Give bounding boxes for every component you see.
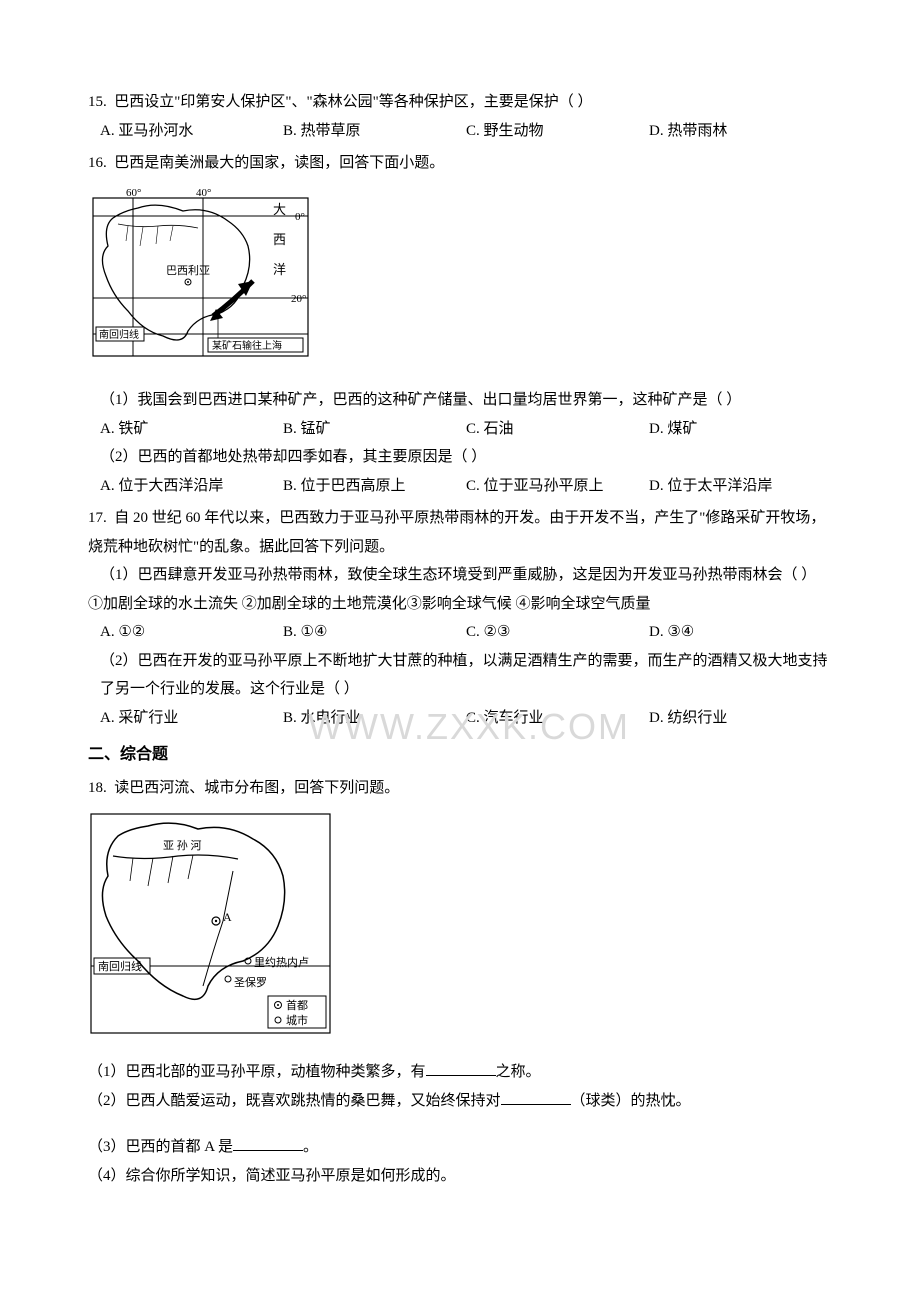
q17-p1-d: D. ③④ [649, 618, 832, 647]
svg-text:首都: 首都 [286, 998, 308, 1012]
q16-p2-stem: （2）巴西的首都地处热带却四季如春，其主要原因是（ ） [88, 443, 832, 472]
q17-text: 自 20 世纪 60 年代以来，巴西致力于亚马孙平原热带雨林的开发。由于开发不当… [88, 510, 825, 555]
spacer [88, 1115, 832, 1133]
q16-p1-d: D. 煤矿 [649, 415, 832, 444]
q16-map-svg: 60° 40° 0° 20° 大 西 洋 南回归线 某矿石输往上海 [88, 186, 318, 364]
q18-p3b: 。 [303, 1139, 318, 1155]
svg-text:南回归线: 南回归线 [98, 959, 142, 973]
q17-p1-c: C. ②③ [466, 618, 649, 647]
svg-text:洋: 洋 [273, 262, 286, 277]
q18-text: 读巴西河流、城市分布图，回答下列问题。 [114, 780, 399, 796]
q18-stem: 18. 读巴西河流、城市分布图，回答下列问题。 [88, 774, 832, 803]
q17-stem: 17. 自 20 世纪 60 年代以来，巴西致力于亚马孙平原热带雨林的开发。由于… [88, 504, 832, 561]
q15-stem: 15. 巴西设立"印第安人保护区"、"森林公园"等各种保护区，主要是保护（ ） [88, 88, 832, 117]
q18-p2b: （球类）的热忱。 [571, 1093, 691, 1109]
q18-map-figure: 南回归线 亚 孙 河 A 里约热内卢 圣保罗 [88, 811, 832, 1047]
q17-p2-c: C. 汽车行业 [466, 704, 649, 733]
q18-p1b: 之称。 [496, 1064, 541, 1080]
q16-p1-options: A. 铁矿 B. 锰矿 C. 石油 D. 煤矿 [88, 415, 832, 444]
q18-p3a: （3）巴西的首都 A 是 [88, 1139, 233, 1155]
q17-num: 17. [88, 510, 107, 526]
svg-text:西: 西 [273, 232, 286, 247]
q18-p2-blank[interactable] [501, 1090, 571, 1105]
q15-opt-c: C. 野生动物 [466, 117, 649, 146]
question-16: 16. 巴西是南美洲最大的国家，读图，回答下面小题。 60° 40° 0° 20… [88, 149, 832, 500]
q17-p1-stem: （1）巴西肆意开发亚马孙热带雨林，致使全球生态环境受到严重威胁，这是因为开发亚马… [88, 561, 832, 590]
svg-text:南回归线: 南回归线 [99, 328, 139, 341]
q15-opt-d: D. 热带雨林 [649, 117, 832, 146]
svg-text:A: A [223, 910, 232, 924]
q17-p1-choices: ①加剧全球的水土流失 ②加剧全球的土地荒漠化③影响全球气候 ④影响全球空气质量 [88, 590, 832, 619]
q18-p1: （1）巴西北部的亚马孙平原，动植物种类繁多，有 之称。 [88, 1058, 832, 1087]
q18-p2: （2）巴西人酷爱运动，既喜欢跳热情的桑巴舞，又始终保持对 （球类）的热忱。 [88, 1087, 832, 1116]
q16-text: 巴西是南美洲最大的国家，读图，回答下面小题。 [114, 155, 444, 171]
q15-num: 15. [88, 94, 107, 110]
q17-p1-options: A. ①② B. ①④ C. ②③ D. ③④ [88, 618, 832, 647]
q16-p2-options: A. 位于大西洋沿岸 B. 位于巴西高原上 C. 位于亚马孙平原上 D. 位于太… [88, 472, 832, 501]
q16-p2-d: D. 位于太平洋沿岸 [649, 472, 832, 501]
q17-p1-a: A. ①② [100, 618, 283, 647]
section-2-title: 二、综合题 [88, 740, 832, 770]
svg-text:某矿石输往上海: 某矿石输往上海 [212, 339, 282, 352]
q18-p1-blank[interactable] [426, 1061, 496, 1076]
q18-p4: （4）综合你所学知识，简述亚马孙平原是如何形成的。 [88, 1162, 832, 1191]
svg-text:大: 大 [273, 202, 286, 217]
q17-p2-stem: （2）巴西在开发的亚马孙平原上不断地扩大甘蔗的种植，以满足酒精生产的需要，而生产… [88, 647, 832, 704]
q16-p1-stem: （1）我国会到巴西进口某种矿产，巴西的这种矿产储量、出口量均居世界第一，这种矿产… [88, 386, 832, 415]
q16-num: 16. [88, 155, 107, 171]
svg-text:20°: 20° [291, 293, 306, 305]
svg-text:60°: 60° [126, 187, 141, 199]
question-17: 17. 自 20 世纪 60 年代以来，巴西致力于亚马孙平原热带雨林的开发。由于… [88, 504, 832, 732]
q17-p2-options: A. 采矿行业 B. 水电行业 C. 汽车行业 D. 纺织行业 [88, 704, 832, 733]
q16-stem: 16. 巴西是南美洲最大的国家，读图，回答下面小题。 [88, 149, 832, 178]
svg-text:城市: 城市 [286, 1013, 308, 1027]
q15-options: A. 亚马孙河水 B. 热带草原 C. 野生动物 D. 热带雨林 [88, 117, 832, 146]
q16-map-figure: 60° 40° 0° 20° 大 西 洋 南回归线 某矿石输往上海 [88, 186, 832, 375]
q18-num: 18. [88, 780, 107, 796]
q16-p1-b: B. 锰矿 [283, 415, 466, 444]
q18-p1a: （1）巴西北部的亚马孙平原，动植物种类繁多，有 [88, 1064, 426, 1080]
q15-opt-a: A. 亚马孙河水 [100, 117, 283, 146]
question-18: 18. 读巴西河流、城市分布图，回答下列问题。 南回归线 亚 孙 河 [88, 774, 832, 1190]
svg-text:圣保罗: 圣保罗 [234, 975, 267, 989]
q16-p1-a: A. 铁矿 [100, 415, 283, 444]
q17-p2-a: A. 采矿行业 [100, 704, 283, 733]
q16-p1-c: C. 石油 [466, 415, 649, 444]
q17-p2-d: D. 纺织行业 [649, 704, 832, 733]
q18-map-svg: 南回归线 亚 孙 河 A 里约热内卢 圣保罗 [88, 811, 333, 1036]
q16-p2-c: C. 位于亚马孙平原上 [466, 472, 649, 501]
q18-p3: （3）巴西的首都 A 是 。 [88, 1133, 832, 1162]
q18-p3-blank[interactable] [233, 1136, 303, 1151]
svg-text:40°: 40° [196, 187, 211, 199]
svg-text:亚 孙 河: 亚 孙 河 [163, 839, 202, 852]
question-15: 15. 巴西设立"印第安人保护区"、"森林公园"等各种保护区，主要是保护（ ） … [88, 88, 832, 145]
q15-text: 巴西设立"印第安人保护区"、"森林公园"等各种保护区，主要是保护（ ） [114, 94, 592, 110]
q17-p1-b: B. ①④ [283, 618, 466, 647]
q16-p2-a: A. 位于大西洋沿岸 [100, 472, 283, 501]
q17-p2-b: B. 水电行业 [283, 704, 466, 733]
svg-text:里约热内卢: 里约热内卢 [254, 955, 309, 969]
q18-p2a: （2）巴西人酷爱运动，既喜欢跳热情的桑巴舞，又始终保持对 [88, 1093, 501, 1109]
q15-opt-b: B. 热带草原 [283, 117, 466, 146]
q16-p2-b: B. 位于巴西高原上 [283, 472, 466, 501]
svg-text:巴西利亚: 巴西利亚 [166, 264, 210, 277]
svg-text:0°: 0° [295, 211, 305, 223]
